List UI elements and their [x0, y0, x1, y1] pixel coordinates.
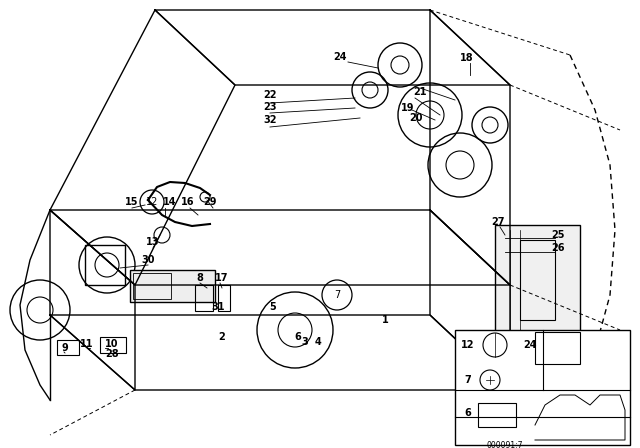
Text: 19: 19 — [401, 103, 415, 113]
Text: 7: 7 — [465, 375, 472, 385]
Text: 6: 6 — [294, 332, 301, 342]
Text: 30: 30 — [141, 255, 155, 265]
Bar — [535, 332, 580, 364]
Text: 14: 14 — [163, 197, 177, 207]
Text: 25: 25 — [551, 230, 564, 240]
Text: 000091:7: 000091:7 — [487, 440, 524, 448]
Text: 10: 10 — [105, 339, 119, 349]
Text: 11: 11 — [80, 339, 93, 349]
Bar — [85, 245, 125, 285]
Text: 26: 26 — [551, 243, 564, 253]
Text: 9: 9 — [61, 343, 68, 353]
Text: 17: 17 — [215, 273, 228, 283]
Text: 28: 28 — [105, 349, 119, 359]
Text: 6: 6 — [465, 408, 472, 418]
Text: 13: 13 — [147, 237, 160, 247]
Text: 12: 12 — [461, 340, 475, 350]
Bar — [100, 337, 126, 353]
Text: 2: 2 — [219, 332, 225, 342]
Bar — [455, 330, 630, 445]
Text: 15: 15 — [125, 197, 139, 207]
Bar — [57, 340, 79, 355]
Text: 1: 1 — [381, 315, 388, 325]
Text: 24: 24 — [524, 340, 537, 350]
Text: 16: 16 — [181, 197, 195, 207]
Text: 8: 8 — [196, 273, 204, 283]
Text: 12: 12 — [146, 197, 158, 207]
Text: 24: 24 — [333, 52, 347, 62]
Bar — [520, 240, 555, 320]
Text: 27: 27 — [492, 217, 505, 227]
Text: 23: 23 — [263, 102, 276, 112]
Text: 20: 20 — [409, 113, 423, 123]
Text: 7: 7 — [334, 290, 340, 300]
Bar — [195, 285, 213, 311]
Text: 21: 21 — [413, 87, 427, 97]
Bar — [130, 270, 215, 302]
Bar — [478, 403, 516, 427]
Text: 29: 29 — [204, 197, 217, 207]
Bar — [133, 273, 171, 299]
Text: 5: 5 — [269, 302, 276, 312]
Text: 31: 31 — [211, 302, 225, 312]
Text: 32: 32 — [263, 115, 276, 125]
Text: 4: 4 — [315, 337, 321, 347]
Text: 18: 18 — [460, 53, 474, 63]
Text: 3: 3 — [301, 337, 308, 347]
Bar — [218, 285, 230, 311]
Bar — [495, 225, 580, 340]
Text: 22: 22 — [263, 90, 276, 100]
